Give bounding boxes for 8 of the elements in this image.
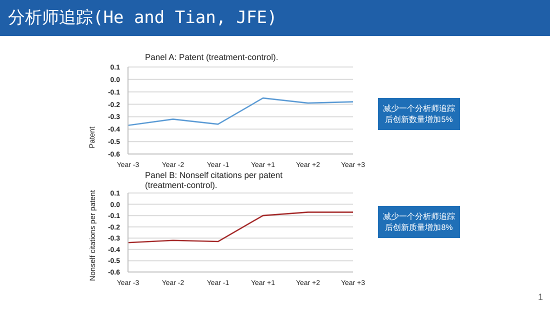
text: 减少一个分析师追踪后创新质量增加8%: [378, 206, 460, 238]
line-series: [127, 97, 354, 126]
line-series: [127, 212, 354, 244]
text: 减少一个分析师追踪后创新数量增加5%: [378, 98, 460, 130]
chart-title: Panel B: Nonself citations per patent (treatment-control).: [145, 170, 284, 190]
text: 1: [538, 292, 544, 302]
text: 分析师追踪(He and Tian, JFE): [0, 0, 550, 36]
chart-title: Panel A: Patent (treatment-control).: [145, 52, 280, 62]
